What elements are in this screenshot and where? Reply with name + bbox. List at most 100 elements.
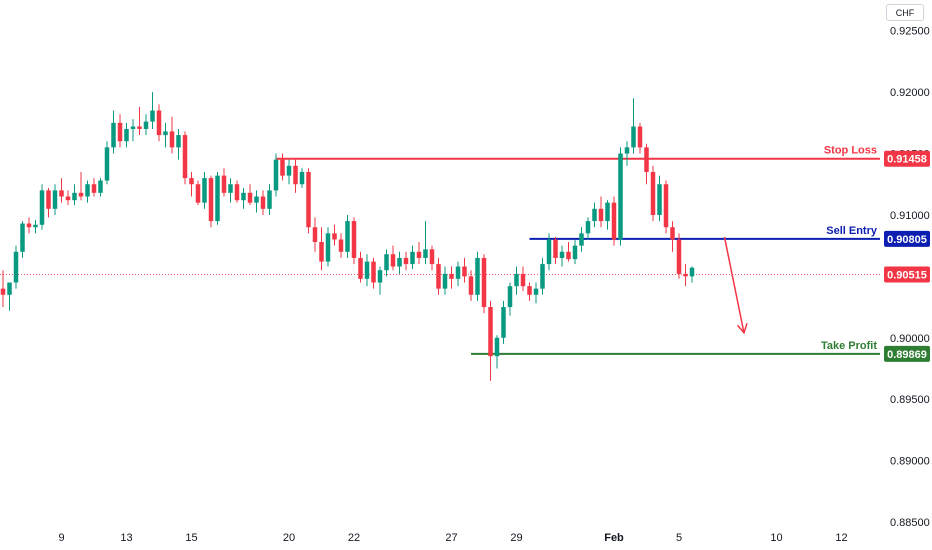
candle (397, 251, 402, 274)
candle (618, 147, 623, 246)
price-tags: 0.91458 0.90805 0.89869 0.90515 (884, 150, 930, 362)
candle-body (241, 192, 246, 201)
price-tag-text: 0.90805 (887, 234, 927, 246)
candle (91, 178, 97, 197)
candle (150, 92, 155, 129)
candle-body (442, 273, 448, 289)
candle-body (637, 126, 643, 148)
candle-body (507, 286, 513, 308)
candle-body (351, 221, 357, 258)
candle-body (267, 190, 272, 209)
candle (637, 122, 643, 154)
candle (143, 114, 149, 136)
sell-entry-price-tag: 0.90805 (884, 230, 930, 247)
candle (546, 233, 552, 271)
candle-body (299, 171, 305, 185)
candle (234, 180, 240, 203)
candle-body (338, 239, 344, 252)
candle-body (33, 224, 38, 228)
trade-levels: Stop Loss Sell Entry Take Profit (0, 145, 880, 355)
candle (98, 178, 103, 197)
x-tick-label: 12 (835, 532, 847, 544)
candle-body (436, 264, 441, 289)
candle (202, 171, 207, 209)
candle (559, 245, 565, 267)
take-profit-label: Take Profit (821, 340, 877, 352)
candle (572, 239, 578, 265)
candle (312, 217, 318, 252)
candle (85, 180, 90, 203)
candle-body (423, 249, 428, 258)
candle (215, 171, 220, 225)
candle (494, 335, 500, 369)
candle-body (195, 184, 201, 203)
candle-body (462, 266, 467, 277)
candle-body (273, 159, 279, 191)
candle (540, 257, 545, 295)
candle-body (137, 126, 142, 129)
candle (351, 217, 357, 265)
candle-body (39, 190, 45, 225)
candle-body (293, 165, 298, 185)
candle-body (592, 208, 597, 222)
price-tag-box (884, 266, 930, 283)
candle-body (540, 264, 545, 289)
candle-body (585, 221, 591, 234)
candle (130, 119, 136, 142)
candle (488, 300, 493, 381)
x-tick-label: 10 (770, 532, 782, 544)
y-tick-label: 0.88500 (890, 517, 930, 529)
price-tag-text: 0.89869 (887, 349, 927, 361)
candle-body (20, 223, 25, 252)
candle (371, 257, 376, 289)
candle-body (624, 147, 630, 154)
candle-body (247, 192, 253, 203)
candle-body (605, 202, 610, 222)
direction-arrow (723, 236, 748, 335)
x-tick-label: 22 (348, 532, 360, 544)
arrow-head (736, 323, 748, 335)
candle (514, 266, 519, 295)
currency-label: CHF (886, 4, 924, 21)
candle-body (234, 184, 240, 201)
candle (650, 165, 656, 222)
candle (390, 245, 396, 271)
candle (657, 175, 662, 222)
candle-body (475, 257, 480, 295)
candle (598, 196, 604, 228)
x-tick-label: 27 (445, 532, 457, 544)
candle-body (488, 307, 493, 357)
candle (7, 282, 12, 311)
candle (247, 184, 253, 206)
candle (195, 180, 201, 206)
candle (228, 178, 233, 203)
y-tick-label: 0.89000 (890, 456, 930, 468)
candle (104, 141, 110, 185)
candle (189, 171, 194, 197)
y-tick-label: 0.92500 (890, 26, 930, 38)
candle (111, 110, 116, 154)
x-tick-label: 29 (510, 532, 522, 544)
candle (169, 116, 175, 154)
candle-body (390, 254, 396, 267)
candle-body (670, 227, 675, 240)
candle-body (358, 257, 363, 279)
candle-body (371, 261, 376, 283)
candle (468, 270, 474, 301)
x-tick-label: Feb (604, 532, 624, 544)
candle-body (0, 288, 6, 295)
candle-body (598, 208, 604, 222)
candle (319, 227, 324, 271)
candle-body (319, 241, 324, 262)
candle-body (163, 131, 168, 136)
y-tick-label: 0.92000 (890, 87, 930, 99)
time-axis[interactable]: 9 13 15 20 22 27 29 Feb 5 10 12 (58, 532, 847, 544)
candle (553, 237, 558, 265)
candle-body (676, 239, 682, 274)
candle-body (221, 175, 227, 193)
candle-body (527, 286, 532, 295)
candle-body (117, 122, 123, 142)
price-tag-box (884, 345, 930, 362)
candle-body (59, 190, 64, 197)
